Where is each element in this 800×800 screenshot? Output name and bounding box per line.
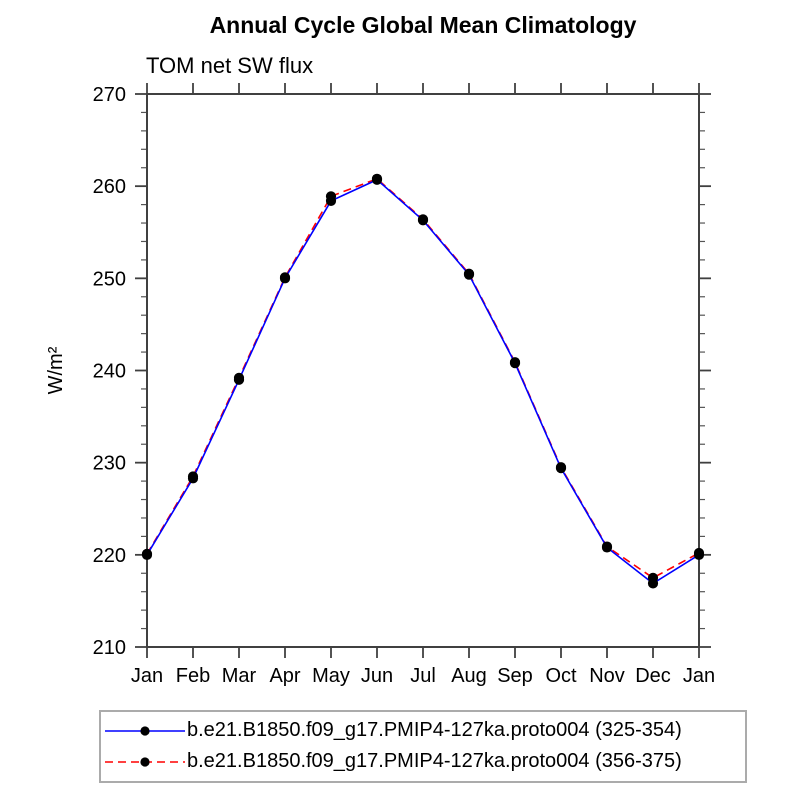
data-point-marker	[325, 195, 337, 207]
legend-label: b.e21.B1850.f09_g17.PMIP4-127ka.proto004…	[187, 719, 682, 741]
y-axis-tick-label: 210	[93, 637, 126, 659]
x-axis-tick-label: Oct	[545, 665, 577, 687]
red-dashed-series-line	[146, 177, 700, 579]
legend-entry: b.e21.B1850.f09_g17.PMIP4-127ka.proto004…	[101, 715, 745, 746]
y-axis-tick-label: 260	[93, 176, 126, 198]
y-axis-tick-label: 230	[93, 453, 126, 475]
x-axis-tick-label: Nov	[589, 665, 625, 687]
data-point-marker	[647, 578, 659, 589]
data-point-marker	[555, 463, 567, 474]
legend-red-dashed-line-sample	[105, 756, 185, 767]
data-point-marker	[187, 473, 199, 484]
data-point-marker	[371, 174, 383, 185]
data-point-marker	[463, 269, 475, 280]
data-point-marker	[279, 273, 291, 284]
chart-subtitle: TOM net SW flux	[146, 53, 314, 78]
plot-box	[146, 93, 700, 648]
y-axis-tick-label: 270	[93, 84, 126, 106]
legend-marker-dot	[140, 756, 150, 767]
x-axis-tick-label: Dec	[635, 665, 671, 687]
x-axis-tick-label: Jan	[131, 665, 163, 687]
data-point-marker	[233, 374, 245, 385]
y-axis-tick-label: 250	[93, 268, 126, 290]
y-axis-title: W/m²	[45, 346, 67, 394]
y-axis-tick-label: 220	[93, 545, 126, 567]
data-point-marker	[417, 215, 429, 226]
y-axis-tick-label: 240	[93, 361, 126, 383]
blue-solid-series-line	[146, 178, 700, 585]
data-point-marker	[141, 549, 153, 560]
x-axis-tick-label: Feb	[176, 665, 210, 687]
data-point-marker	[509, 358, 521, 369]
chart-legend: b.e21.B1850.f09_g17.PMIP4-127ka.proto004…	[99, 710, 747, 783]
legend-label: b.e21.B1850.f09_g17.PMIP4-127ka.proto004…	[187, 750, 682, 772]
x-axis-tick-label: Jul	[410, 665, 436, 687]
legend-entry: b.e21.B1850.f09_g17.PMIP4-127ka.proto004…	[101, 746, 745, 777]
legend-blue-solid-line-sample	[105, 725, 185, 736]
x-axis-tick-label: Mar	[222, 665, 257, 687]
data-point-marker	[601, 542, 613, 553]
x-axis-tick-label: Sep	[497, 665, 533, 687]
chart-title: Annual Cycle Global Mean Climatology	[209, 12, 637, 38]
x-axis-tick-label: Aug	[451, 665, 487, 687]
x-axis-tick-label: Apr	[269, 665, 300, 687]
legend-marker-dot	[140, 725, 150, 736]
x-axis-tick-label: Jun	[361, 665, 393, 687]
x-axis-tick-label: May	[312, 665, 350, 687]
data-point-marker	[693, 549, 705, 560]
x-axis-tick-label: Jan	[683, 665, 715, 687]
